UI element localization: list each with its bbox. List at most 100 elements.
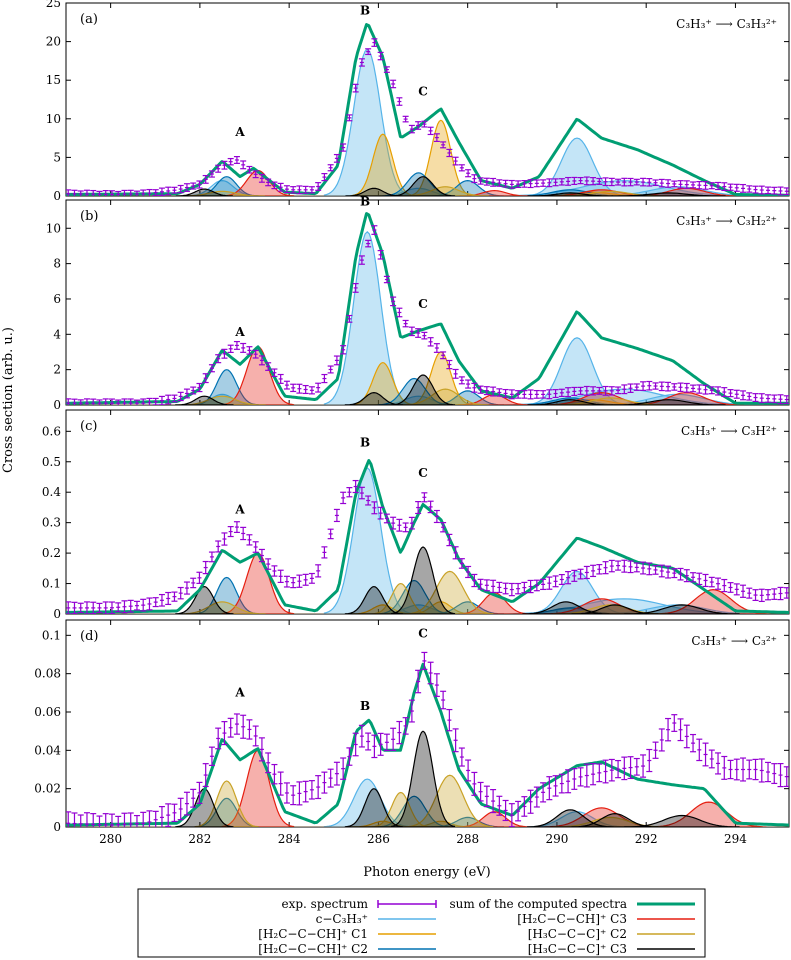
exp-point: [465, 565, 472, 579]
y-tick-label: 6: [53, 292, 61, 306]
exp-point: [271, 763, 278, 785]
exp-point: [540, 179, 547, 187]
exp-point: [427, 500, 434, 514]
exp-point: [283, 380, 290, 390]
y-tick-label: 15: [46, 73, 61, 87]
exp-point: [290, 383, 297, 393]
exp-point: [733, 183, 740, 192]
component-peak-C2: [431, 601, 504, 614]
exp-point: [215, 540, 222, 553]
exp-point: [152, 810, 159, 827]
exp-point: [602, 385, 609, 396]
exp-point: [321, 373, 328, 384]
exp-point: [83, 189, 90, 196]
exp-point: [727, 183, 734, 191]
exp-point: [608, 386, 615, 396]
exp-point: [665, 565, 672, 579]
legend-item-C1: [H₂C−C−CH]⁺ C1: [258, 927, 436, 941]
exp-point: [165, 186, 172, 196]
exp-point: [552, 575, 559, 588]
exp-point: [452, 156, 459, 166]
exp-point: [746, 185, 753, 193]
exp-point: [146, 188, 153, 196]
exp-point: [621, 177, 628, 187]
exp-point: [102, 813, 109, 827]
exp-point: [252, 725, 259, 747]
exp-point: [771, 186, 778, 195]
panels: 0 5 10 15 20 25 (a) C₃H₃⁺ ⟶ C₃H₃²⁺ A B C 0 2 4 6 8 10 (b)…: [34, 0, 790, 846]
exp-point: [196, 180, 203, 189]
exp-point: [433, 509, 440, 524]
exp-point: [371, 734, 378, 759]
exp-point: [615, 560, 622, 571]
exp-point: [627, 560, 634, 574]
exp-point: [777, 762, 784, 788]
exp-point: [208, 746, 215, 766]
exp-point: [315, 564, 322, 578]
component-peak-H3C2: [371, 791, 430, 827]
exp-point: [177, 797, 184, 821]
exp-point: [640, 754, 647, 778]
exp-point: [302, 384, 309, 395]
exp-point: [590, 564, 597, 578]
exp-point: [127, 398, 134, 405]
plot-area: [66, 651, 789, 827]
component-peak-H3C3: [527, 399, 614, 405]
exp-point: [402, 717, 409, 735]
exp-point: [427, 337, 434, 347]
exp-point: [96, 815, 103, 827]
exp-point: [346, 114, 353, 122]
exp-point: [352, 83, 359, 93]
exp-point: [271, 565, 278, 577]
component-peak-H3C3: [522, 601, 610, 614]
exp-point: [377, 249, 384, 260]
exp-point: [165, 591, 172, 606]
exp-point: [358, 724, 365, 748]
exp-point: [421, 120, 428, 128]
exp-point: [183, 183, 190, 192]
exp-point: [302, 573, 309, 586]
component-peak-C2: [377, 795, 451, 827]
legend-label: [H₂C−C−CH]⁺ C2: [258, 942, 368, 956]
x-tick-label: 290: [545, 832, 568, 846]
exp-point: [758, 588, 765, 603]
exp-point: [733, 583, 740, 596]
exp-point: [377, 506, 384, 520]
component-peak-H3C2: [406, 774, 494, 827]
exp-point: [490, 579, 497, 594]
exp-point: [71, 601, 78, 614]
legend-label: sum of the computed spectra: [449, 897, 627, 911]
exp-point: [721, 755, 728, 780]
panel-label: (a): [80, 12, 98, 27]
exp-point: [377, 732, 384, 756]
exp-point: [696, 738, 703, 762]
exp-point: [740, 584, 747, 598]
y-tick-label: 0.1: [42, 577, 61, 591]
exp-point: [71, 189, 78, 196]
exp-point: [483, 579, 490, 592]
y-tick-label: 0.1: [42, 628, 61, 642]
legend-item-C2: [H₂C−C−CH]⁺ C2: [258, 942, 436, 956]
exp-point: [652, 565, 659, 575]
exp-point: [633, 757, 640, 776]
exp-point: [677, 718, 684, 742]
component-peak-c: [323, 778, 411, 827]
exp-point: [383, 275, 390, 284]
exp-point: [458, 376, 465, 385]
exp-point: [66, 601, 72, 614]
exp-point: [333, 761, 340, 786]
component-peak-C2: [194, 369, 259, 405]
exp-point: [758, 393, 765, 404]
y-tick-label: 8: [53, 257, 61, 271]
exp-point: [546, 576, 553, 590]
exp-point: [652, 741, 659, 759]
exp-point: [171, 394, 178, 403]
exp-point: [552, 178, 559, 187]
legend-label: [H₃C−C−C]⁺ C2: [528, 927, 627, 941]
exp-point: [471, 174, 478, 184]
exp-point: [233, 521, 240, 534]
exp-point: [733, 389, 740, 399]
exp-point: [408, 699, 415, 723]
exp-point: [433, 673, 440, 697]
exp-point: [752, 393, 759, 403]
